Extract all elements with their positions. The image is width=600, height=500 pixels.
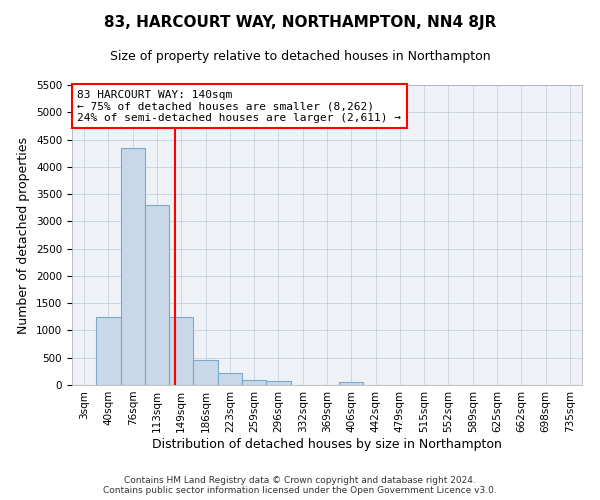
Text: Size of property relative to detached houses in Northampton: Size of property relative to detached ho… xyxy=(110,50,490,63)
Text: Contains HM Land Registry data © Crown copyright and database right 2024.
Contai: Contains HM Land Registry data © Crown c… xyxy=(103,476,497,495)
X-axis label: Distribution of detached houses by size in Northampton: Distribution of detached houses by size … xyxy=(152,438,502,450)
Bar xyxy=(193,360,218,385)
Bar xyxy=(266,381,290,385)
Text: 83 HARCOURT WAY: 140sqm
← 75% of detached houses are smaller (8,262)
24% of semi: 83 HARCOURT WAY: 140sqm ← 75% of detache… xyxy=(77,90,401,122)
Y-axis label: Number of detached properties: Number of detached properties xyxy=(17,136,31,334)
Bar xyxy=(145,205,169,385)
Bar xyxy=(169,317,193,385)
Bar xyxy=(242,380,266,385)
Bar xyxy=(96,317,121,385)
Bar xyxy=(218,372,242,385)
Bar xyxy=(339,382,364,385)
Text: 83, HARCOURT WAY, NORTHAMPTON, NN4 8JR: 83, HARCOURT WAY, NORTHAMPTON, NN4 8JR xyxy=(104,15,496,30)
Bar xyxy=(121,148,145,385)
